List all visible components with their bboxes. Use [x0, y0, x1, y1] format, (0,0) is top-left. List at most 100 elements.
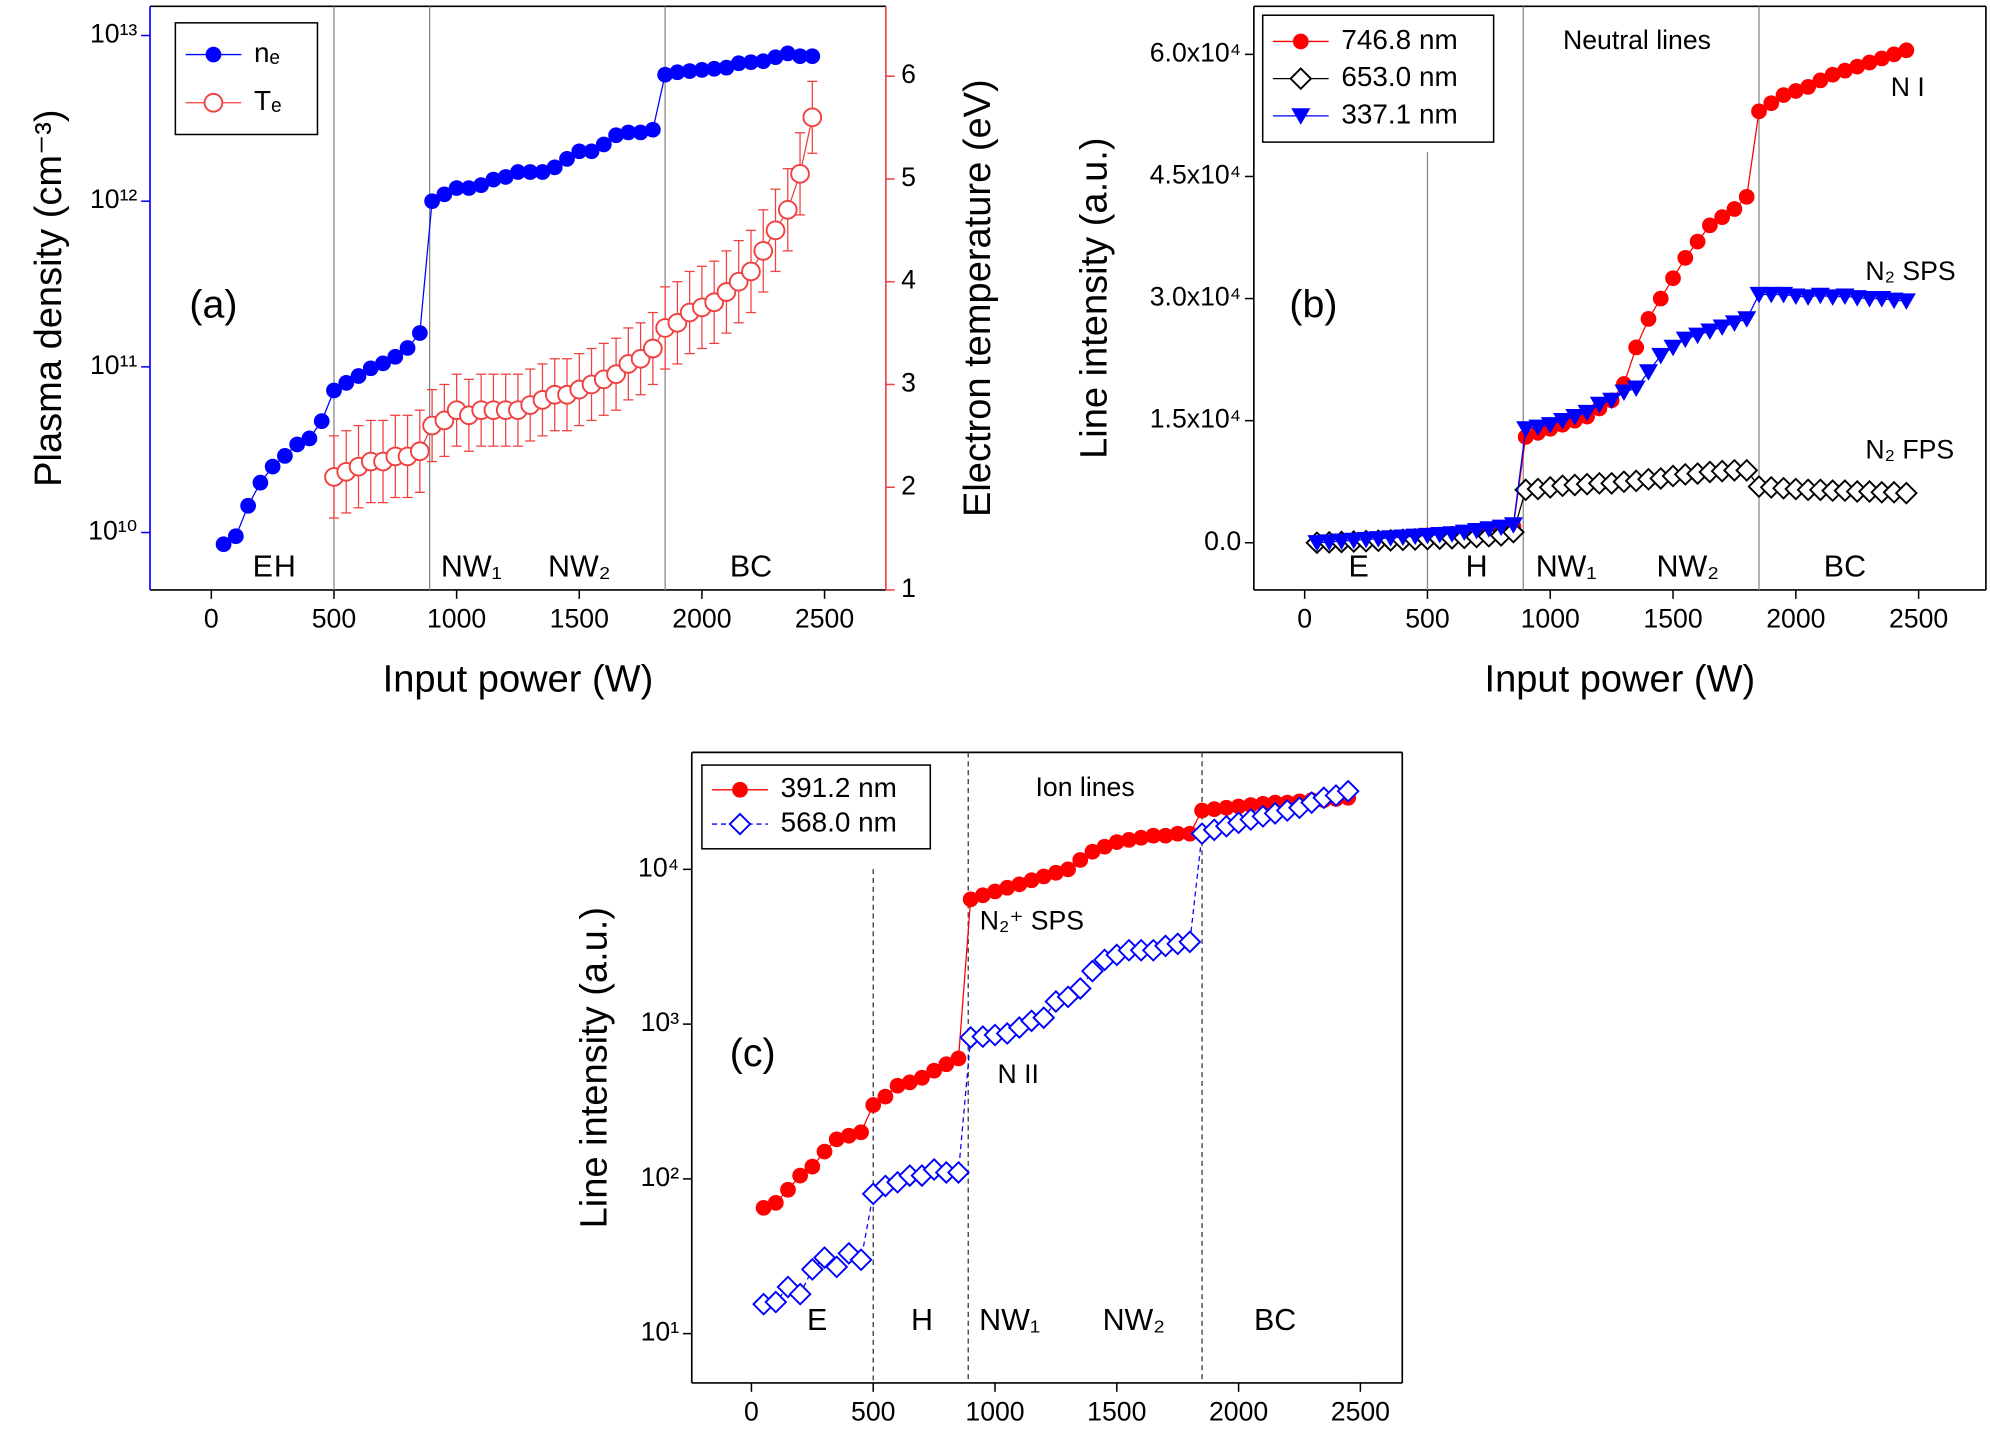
- data-point: [1577, 404, 1597, 422]
- y-tick-label: 10¹¹: [90, 350, 137, 380]
- data-point: [1068, 976, 1092, 1000]
- y2-tick-label: 6: [901, 59, 916, 89]
- data-point: [1178, 930, 1202, 954]
- region-label: NW₁: [1536, 549, 1597, 583]
- data-point: [1761, 286, 1781, 304]
- data-point: [764, 1290, 788, 1314]
- legend-label: nₑ: [254, 37, 280, 68]
- data-point: [1812, 72, 1829, 89]
- data-point: [1651, 347, 1671, 365]
- region-label: NW₂: [548, 549, 611, 583]
- data-point: [522, 164, 539, 180]
- data-point: [999, 879, 1016, 896]
- data-point: [1430, 527, 1450, 544]
- data-point: [743, 54, 759, 71]
- data-point: [1479, 521, 1499, 538]
- data-point: [889, 1077, 906, 1094]
- data-point: [1011, 876, 1028, 893]
- data-point: [1206, 801, 1223, 817]
- x-tick-label: 500: [851, 1396, 895, 1426]
- data-point: [1035, 868, 1052, 885]
- x-tick-label: 1000: [965, 1396, 1024, 1426]
- data-point: [853, 1124, 869, 1141]
- data-point: [326, 382, 342, 399]
- data-point: [730, 55, 747, 72]
- data-point: [792, 48, 808, 65]
- x-tick-label: 2000: [1209, 1396, 1268, 1426]
- data-point: [804, 1158, 821, 1175]
- data-point: [608, 127, 624, 144]
- x-tick-label: 500: [1405, 603, 1449, 633]
- data-point: [1638, 364, 1658, 381]
- annotation: N₂ SPS: [1865, 256, 1955, 286]
- data-point: [1689, 233, 1706, 250]
- data-point: [1218, 799, 1235, 816]
- data-point: [1565, 408, 1585, 426]
- data-point: [950, 1050, 967, 1067]
- data-point: [1368, 531, 1388, 548]
- y-tick-label: 4.5x10⁴: [1150, 159, 1241, 189]
- x-tick-label: 1500: [550, 603, 609, 633]
- data-point: [1702, 217, 1718, 234]
- region-label: BC: [1254, 1303, 1296, 1337]
- data-point: [409, 441, 430, 462]
- x-tick-label: 0: [1297, 603, 1312, 633]
- legend-label: 391.2 nm: [781, 772, 897, 803]
- data-point: [1032, 1006, 1056, 1030]
- legend-label: Tₑ: [254, 85, 281, 116]
- data-point: [1540, 417, 1560, 434]
- data-point: [926, 1062, 942, 1079]
- data-point: [802, 107, 823, 128]
- region-label: E: [1349, 549, 1369, 583]
- data-point: [277, 448, 293, 464]
- data-point: [215, 536, 232, 553]
- data-point: [1589, 396, 1609, 414]
- data-point: [227, 528, 244, 545]
- data-point: [1896, 293, 1916, 310]
- data-point: [987, 883, 1003, 900]
- data-point: [974, 887, 991, 904]
- y-tick-label: 3.0x10⁴: [1150, 282, 1241, 312]
- data-point: [657, 66, 673, 83]
- region-label: H: [1466, 549, 1488, 583]
- legend-label: 746.8 nm: [1341, 24, 1457, 55]
- data-point: [1442, 526, 1462, 543]
- data-point: [1169, 825, 1186, 842]
- data-point: [583, 143, 600, 160]
- data-point: [1336, 779, 1360, 803]
- region-label: NW₂: [1657, 549, 1720, 583]
- data-point: [301, 430, 318, 447]
- data-point: [362, 360, 379, 377]
- region-label: E: [253, 549, 273, 583]
- legend-marker: [205, 46, 222, 63]
- data-point: [1837, 62, 1853, 79]
- data-point: [1714, 209, 1731, 226]
- data-point: [1255, 795, 1271, 812]
- data-point: [1467, 522, 1487, 540]
- data-point: [753, 241, 774, 261]
- y2-tick-label: 1: [901, 573, 916, 603]
- data-point: [1861, 54, 1878, 71]
- data-point: [1614, 384, 1634, 402]
- data-point: [399, 340, 416, 356]
- data-point: [1798, 289, 1818, 306]
- data-point: [790, 163, 810, 184]
- data-point: [595, 136, 612, 153]
- data-point: [1060, 861, 1076, 878]
- data-point: [643, 338, 663, 359]
- data-point: [1182, 825, 1198, 842]
- data-point: [849, 1248, 873, 1272]
- y-tick-label: 10¹³: [90, 19, 137, 49]
- data-point: [424, 193, 440, 210]
- data-point: [350, 368, 367, 384]
- region-label: NW₂: [1103, 1303, 1166, 1337]
- y2-tick-label: 5: [901, 162, 916, 192]
- data-point: [546, 159, 563, 176]
- data-point: [1454, 524, 1474, 542]
- annotation: N I: [1891, 72, 1925, 102]
- data-point: [1356, 531, 1376, 549]
- x-tick-label: 1000: [1521, 603, 1580, 633]
- data-point: [1724, 315, 1744, 332]
- region-label: BC: [1824, 549, 1866, 583]
- legend-marker: [1289, 67, 1313, 91]
